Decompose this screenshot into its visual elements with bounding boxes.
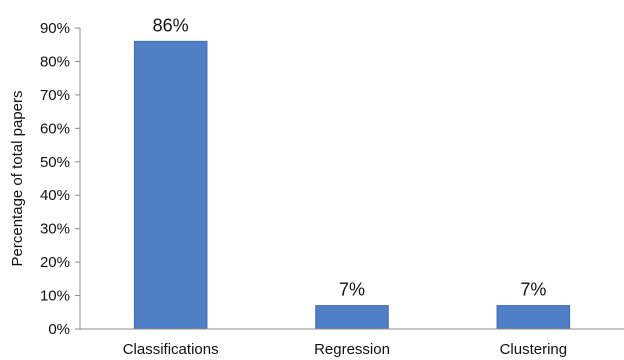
y-tick-label: 80% (40, 53, 70, 70)
x-axis: Classifications Regression Clustering (80, 328, 624, 358)
data-label: 86% (153, 15, 189, 35)
y-tick-label: 70% (40, 87, 70, 104)
y-tick-label: 60% (40, 120, 70, 137)
category-label: Regression (314, 341, 390, 358)
category-label: Clustering (500, 341, 568, 358)
y-tick-label: 10% (40, 288, 70, 305)
bar-classifications (133, 40, 208, 330)
y-tick-label: 90% (40, 20, 70, 37)
y-tick-label: 30% (40, 221, 70, 238)
category-label: Classifications (123, 341, 219, 358)
bar-clustering (496, 305, 571, 330)
bars: 86% 7% 7% (133, 15, 571, 330)
y-tick-label: 50% (40, 154, 70, 171)
bar-regression (315, 305, 389, 330)
y-axis: 0% 10% 20% 30% 40% 50% 60% 70% 80% 90% (40, 20, 81, 338)
y-tick-label: 40% (40, 187, 70, 204)
data-label: 7% (339, 280, 365, 300)
y-tick-label: 20% (40, 254, 70, 271)
y-tick-label: 0% (48, 321, 70, 338)
data-label: 7% (520, 280, 546, 300)
y-axis-title: Percentage of total papers (9, 91, 26, 267)
